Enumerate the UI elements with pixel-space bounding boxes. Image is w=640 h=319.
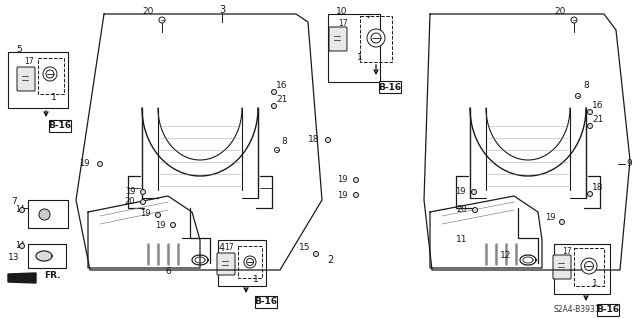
- Circle shape: [170, 222, 175, 227]
- Bar: [238, 246, 262, 278]
- Circle shape: [275, 147, 280, 152]
- Bar: [328, 14, 380, 82]
- FancyBboxPatch shape: [217, 253, 235, 275]
- Bar: [49, 120, 71, 132]
- Text: 3: 3: [219, 5, 225, 15]
- Bar: [38, 58, 64, 94]
- Text: 20: 20: [554, 8, 566, 17]
- Text: B-16: B-16: [378, 83, 401, 92]
- Bar: [554, 244, 610, 294]
- Circle shape: [141, 199, 145, 204]
- Circle shape: [367, 29, 385, 47]
- Circle shape: [246, 258, 253, 265]
- Text: 6: 6: [165, 268, 171, 277]
- Circle shape: [156, 212, 161, 218]
- Text: 5: 5: [16, 46, 22, 55]
- Text: 18: 18: [308, 136, 320, 145]
- Text: 20: 20: [142, 8, 154, 17]
- Text: 1: 1: [357, 54, 363, 63]
- Circle shape: [571, 17, 577, 23]
- Circle shape: [559, 219, 564, 225]
- Text: 19: 19: [545, 213, 556, 222]
- Circle shape: [271, 90, 276, 94]
- Circle shape: [326, 137, 330, 143]
- Text: 17: 17: [224, 243, 234, 253]
- Text: 11: 11: [456, 235, 468, 244]
- Circle shape: [141, 189, 145, 195]
- Circle shape: [271, 103, 276, 108]
- Circle shape: [159, 17, 165, 23]
- Text: B-16: B-16: [49, 122, 72, 130]
- Circle shape: [588, 191, 593, 197]
- Circle shape: [472, 189, 477, 195]
- Circle shape: [19, 243, 24, 249]
- Circle shape: [584, 262, 593, 271]
- Circle shape: [588, 109, 593, 115]
- Text: 16: 16: [276, 81, 288, 91]
- Circle shape: [472, 207, 477, 212]
- Circle shape: [575, 93, 580, 99]
- Text: 8: 8: [583, 81, 589, 91]
- Circle shape: [371, 33, 381, 43]
- Text: 14: 14: [15, 241, 25, 250]
- Text: 4: 4: [219, 243, 225, 253]
- Text: 16: 16: [592, 100, 604, 109]
- Text: 15: 15: [300, 243, 311, 253]
- Text: 19: 19: [125, 188, 135, 197]
- Bar: [218, 240, 266, 286]
- Circle shape: [581, 258, 597, 274]
- Text: 13: 13: [8, 254, 20, 263]
- Text: 19: 19: [140, 210, 150, 219]
- Text: 7: 7: [11, 197, 17, 206]
- Text: 19: 19: [155, 220, 165, 229]
- Circle shape: [46, 70, 54, 78]
- Text: FR.: FR.: [44, 271, 61, 280]
- Text: 12: 12: [500, 251, 512, 261]
- Circle shape: [19, 207, 24, 212]
- Circle shape: [97, 161, 102, 167]
- Text: 19: 19: [337, 175, 348, 184]
- Text: 10: 10: [336, 8, 348, 17]
- Text: 9: 9: [626, 160, 632, 168]
- Circle shape: [588, 123, 593, 129]
- Text: 2: 2: [327, 255, 333, 265]
- Text: 21: 21: [276, 95, 288, 105]
- Text: 18: 18: [592, 183, 604, 192]
- Bar: [255, 296, 277, 308]
- Text: 1: 1: [51, 93, 57, 102]
- FancyBboxPatch shape: [329, 27, 347, 51]
- Text: 20: 20: [125, 197, 135, 206]
- Text: 19: 19: [337, 190, 348, 199]
- Polygon shape: [8, 273, 36, 283]
- Text: 17: 17: [562, 248, 572, 256]
- Text: 17: 17: [338, 19, 348, 28]
- Text: 20: 20: [457, 205, 467, 214]
- Circle shape: [314, 251, 319, 256]
- Bar: [574, 248, 604, 286]
- Text: 14: 14: [15, 205, 25, 214]
- Text: 8: 8: [281, 137, 287, 146]
- Text: S2A4-B3931: S2A4-B3931: [554, 306, 600, 315]
- FancyBboxPatch shape: [553, 255, 571, 279]
- Text: B-16: B-16: [255, 298, 278, 307]
- Bar: [360, 16, 392, 62]
- Text: 1: 1: [592, 279, 598, 288]
- Text: 1: 1: [253, 275, 259, 284]
- Circle shape: [43, 67, 57, 81]
- Text: 19: 19: [79, 160, 89, 168]
- Text: 17: 17: [24, 57, 34, 66]
- Circle shape: [244, 256, 256, 268]
- FancyBboxPatch shape: [17, 67, 35, 91]
- Text: 21: 21: [592, 115, 604, 124]
- Bar: [28, 200, 68, 228]
- Circle shape: [353, 192, 358, 197]
- Bar: [8, 52, 68, 108]
- Polygon shape: [36, 251, 52, 261]
- Text: B-16: B-16: [596, 306, 620, 315]
- Bar: [597, 304, 619, 316]
- Bar: [28, 244, 66, 268]
- Bar: [379, 81, 401, 93]
- Text: 19: 19: [455, 188, 465, 197]
- Circle shape: [353, 177, 358, 182]
